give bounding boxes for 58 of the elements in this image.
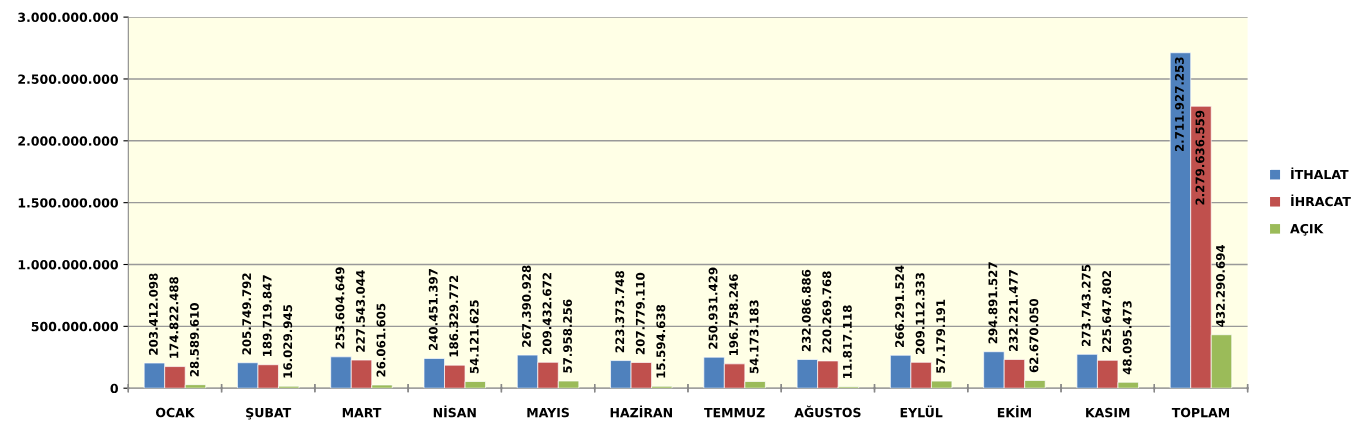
data-label: 11.817.118: [842, 305, 852, 378]
data-label: 267.390.928: [522, 265, 531, 347]
data-label: 250.931.429: [708, 267, 718, 349]
data-label: 57.958.256: [563, 299, 572, 373]
data-label: 174.822.488: [169, 276, 179, 358]
x-tick-label: MART: [342, 408, 382, 418]
data-label: 223.373.748: [615, 270, 625, 353]
legend-label: İTHALAT: [1291, 167, 1349, 180]
data-label: 186.329.772: [449, 275, 459, 357]
data-label: 26.061.605: [376, 303, 386, 377]
data-label: 16.029.945: [283, 304, 293, 378]
data-label: 266.291.524: [895, 265, 905, 347]
x-tick-label: ŞUBAT: [246, 407, 292, 420]
data-label: 253.604.649: [335, 267, 345, 349]
y-tick-label: 2.000.000.000: [18, 136, 118, 146]
data-label: 220.269.768: [822, 271, 832, 353]
data-label: 294.891.527: [988, 262, 998, 344]
legend-label: AÇIK: [1290, 223, 1324, 236]
y-tick-label: 3.000.000.000: [18, 12, 118, 23]
data-label: 2.279.636.559: [1195, 110, 1205, 205]
x-tick-label: EYLÜL: [900, 405, 943, 418]
data-label: 189.719.847: [262, 275, 272, 356]
data-label: 205.749.792: [242, 273, 252, 355]
legend-label: İHRACAT: [1291, 194, 1351, 207]
data-label: 209.432.672: [542, 273, 552, 354]
x-tick-label: TEMMUZ: [704, 408, 765, 418]
x-tick-label: KASIM: [1086, 407, 1130, 418]
data-label: 57.179.191: [936, 299, 946, 373]
x-tick-label: OCAK: [155, 407, 195, 418]
data-label: 203.412.098: [148, 273, 158, 355]
x-tick-label: NİSAN: [433, 405, 476, 418]
y-tick-label: 1.000.000.000: [18, 259, 118, 270]
data-label: 273.743.275: [1081, 264, 1091, 346]
y-tick-label: 1.500.000.000: [18, 198, 118, 208]
x-tick-label: AĞUSTOS: [794, 405, 861, 418]
data-label: 54.121.625: [469, 300, 479, 374]
data-label: 240.451.397: [428, 269, 438, 351]
x-tick-label: HAZİRAN: [610, 405, 672, 418]
data-label: 432.290.694: [1215, 244, 1225, 327]
data-label: 225.647.802: [1102, 270, 1112, 352]
data-label: 209.112.333: [915, 272, 925, 354]
data-label: 207.779.110: [635, 272, 645, 355]
y-tick-label: 500.000.000: [31, 321, 118, 332]
x-tick-label: EKİM: [997, 405, 1031, 418]
data-label: 2.711.927.253: [1174, 57, 1184, 152]
data-label: 227.543.044: [355, 270, 365, 352]
data-label: 15.594.638: [656, 304, 666, 378]
x-tick-label: MAYIS: [527, 407, 569, 418]
data-label: 62.670.050: [1029, 298, 1039, 373]
data-label: 54.173.183: [749, 300, 759, 374]
y-tick-label: 2.500.000.000: [18, 74, 118, 84]
data-label: 232.221.477: [1008, 270, 1018, 352]
y-tick-label: 0: [110, 383, 118, 394]
data-label: 232.086.886: [801, 269, 811, 352]
data-label: 196.758.246: [729, 274, 739, 356]
data-label: 48.095.473: [1122, 301, 1132, 375]
data-label: 28.589.610: [189, 303, 199, 377]
x-tick-label: TOPLAM: [1171, 407, 1230, 418]
